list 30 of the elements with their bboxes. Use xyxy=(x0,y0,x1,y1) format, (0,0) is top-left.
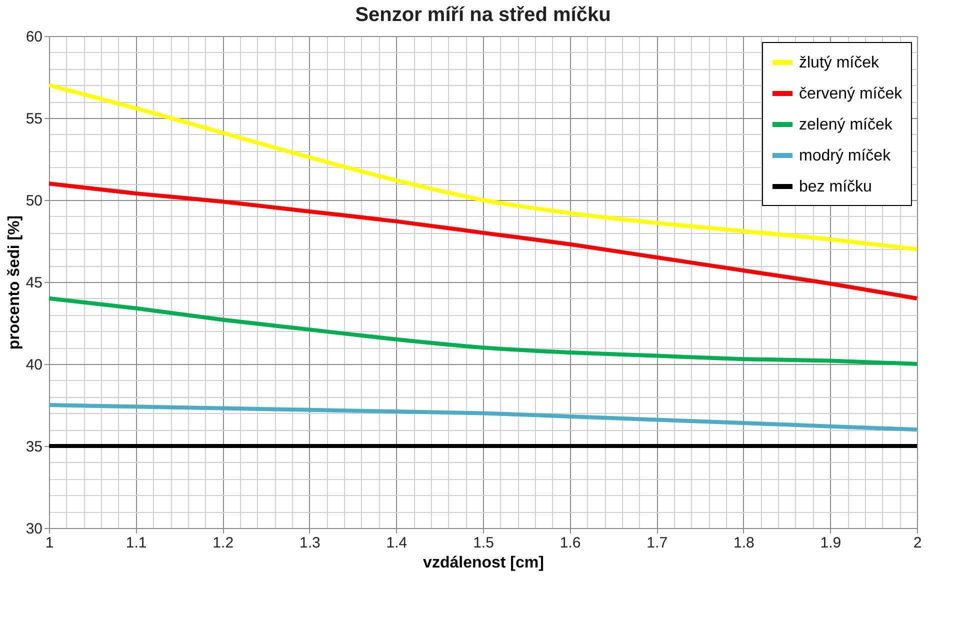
x-tick-label: 1.3 xyxy=(299,534,320,552)
y-tick-label: 60 xyxy=(26,28,42,46)
x-axis-title: vzdálenost [cm] xyxy=(423,554,544,572)
x-tick-label: 1.7 xyxy=(646,534,668,552)
legend-label: červený míček xyxy=(799,86,904,102)
y-tick-label: 30 xyxy=(26,520,42,538)
chart-title: Senzor míří na střed míčku xyxy=(355,4,611,26)
x-tick-label: 1.6 xyxy=(560,534,581,552)
x-tick-label: 1.1 xyxy=(126,534,147,552)
line-series xyxy=(47,83,919,252)
y-tick-label: 45 xyxy=(26,274,42,292)
line-series xyxy=(47,296,919,366)
line-series xyxy=(47,182,919,300)
legend-label: bez míčku xyxy=(799,178,872,196)
x-tick-label: 1.4 xyxy=(386,534,408,552)
x-tick-label: 1.8 xyxy=(733,534,754,552)
line-series xyxy=(47,403,919,432)
x-tick-label: 1 xyxy=(45,534,54,552)
y-axis-title: procento šedi [%] xyxy=(6,215,23,350)
legend-label: žlutý míček xyxy=(799,54,880,72)
x-tick-label: 1.9 xyxy=(820,534,842,552)
x-tick-label: 2 xyxy=(913,534,922,552)
legend-label: modrý míček xyxy=(799,148,892,164)
x-tick-label: 1.2 xyxy=(212,534,234,552)
y-tick-label: 55 xyxy=(26,110,42,128)
y-tick-label: 35 xyxy=(26,438,42,456)
legend-label: zelený míček xyxy=(799,116,894,134)
y-tick-label: 40 xyxy=(26,356,42,374)
y-tick-label: 50 xyxy=(26,192,42,210)
x-tick-label: 1.5 xyxy=(473,534,494,552)
